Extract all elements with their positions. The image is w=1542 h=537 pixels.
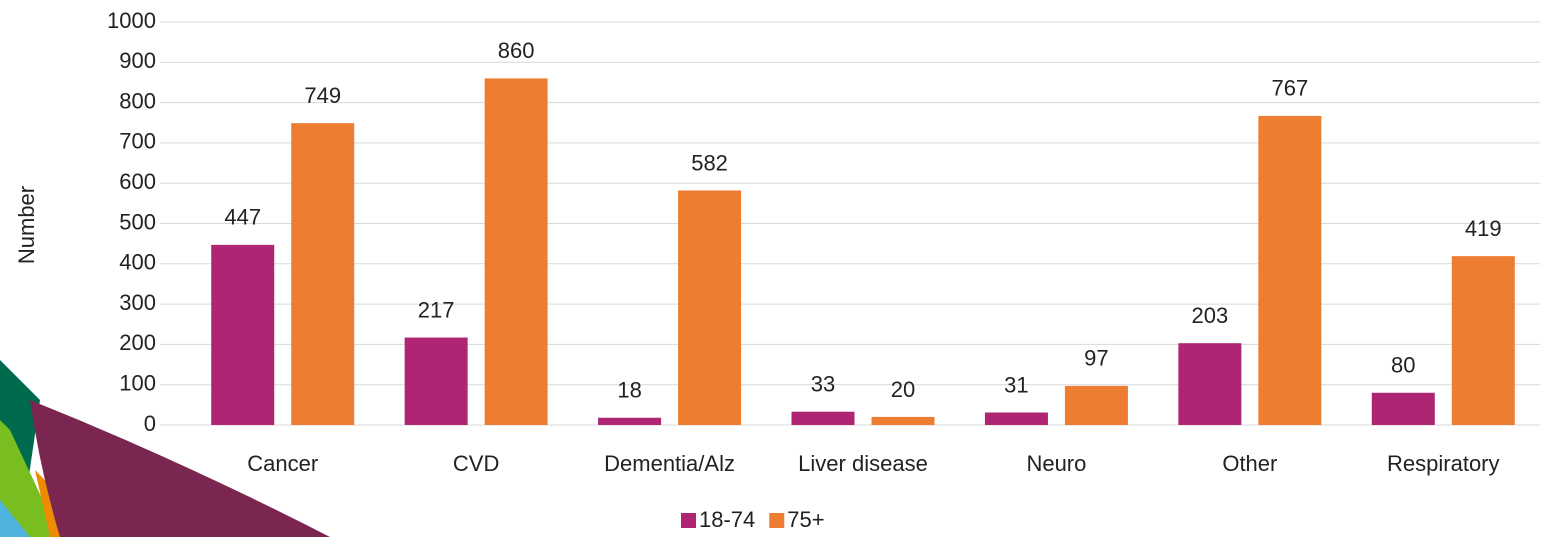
x-tick-label: CVD bbox=[453, 451, 499, 476]
bar bbox=[484, 78, 548, 426]
bar bbox=[404, 337, 468, 425]
value-label: 582 bbox=[691, 150, 728, 175]
bar bbox=[1178, 343, 1242, 425]
x-tick-label: Liver disease bbox=[798, 451, 928, 476]
value-label: 419 bbox=[1465, 216, 1502, 241]
bar bbox=[1371, 392, 1435, 425]
bar bbox=[791, 411, 855, 425]
y-tick-label: 300 bbox=[119, 290, 156, 315]
value-label: 447 bbox=[224, 205, 261, 230]
y-tick-label: 1000 bbox=[107, 8, 156, 33]
legend-label: 18-74 bbox=[699, 507, 755, 532]
bar bbox=[1258, 115, 1322, 426]
x-tick-label: Other bbox=[1222, 451, 1277, 476]
y-axis-label: Number bbox=[14, 186, 39, 264]
bar bbox=[211, 244, 275, 425]
y-tick-label: 400 bbox=[119, 250, 156, 275]
value-label: 860 bbox=[498, 38, 535, 63]
bar bbox=[1064, 385, 1128, 425]
legend-swatch bbox=[769, 513, 785, 528]
value-label: 20 bbox=[891, 377, 915, 402]
y-tick-label: 800 bbox=[119, 88, 156, 113]
value-label: 203 bbox=[1191, 303, 1228, 328]
value-label: 767 bbox=[1271, 76, 1308, 101]
bar bbox=[984, 412, 1048, 425]
value-label: 217 bbox=[418, 297, 455, 322]
value-label: 749 bbox=[304, 83, 341, 108]
value-label: 33 bbox=[811, 372, 835, 397]
y-tick-label: 200 bbox=[119, 330, 156, 355]
y-tick-label: 600 bbox=[119, 169, 156, 194]
legend-swatch bbox=[681, 513, 696, 528]
x-tick-label: Neuro bbox=[1026, 451, 1086, 476]
y-tick-label: 500 bbox=[119, 209, 156, 234]
bar bbox=[678, 190, 742, 425]
value-label: 18 bbox=[617, 378, 641, 403]
value-label: 31 bbox=[1004, 372, 1028, 397]
y-tick-label: 700 bbox=[119, 129, 156, 154]
x-tick-label: Cancer bbox=[247, 451, 318, 476]
legend-label: 75+ bbox=[787, 507, 824, 532]
bar bbox=[1451, 256, 1515, 425]
y-tick-label: 0 bbox=[144, 411, 156, 436]
y-tick-label: 900 bbox=[119, 48, 156, 73]
bar bbox=[871, 416, 935, 425]
bar bbox=[291, 123, 355, 425]
x-tick-label: Dementia/Alz bbox=[604, 451, 735, 476]
value-label: 80 bbox=[1391, 353, 1415, 378]
value-label: 97 bbox=[1084, 346, 1108, 371]
bar bbox=[598, 417, 662, 425]
y-tick-label: 100 bbox=[119, 371, 156, 396]
decoration bbox=[0, 360, 330, 537]
x-tick-label: Respiratory bbox=[1387, 451, 1499, 476]
